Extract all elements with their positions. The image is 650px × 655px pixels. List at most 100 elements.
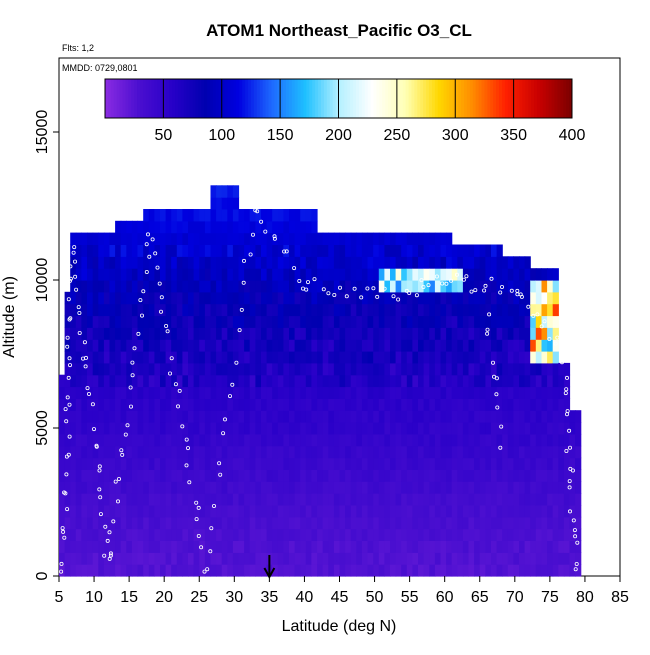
field-cell <box>317 351 324 364</box>
field-cell <box>519 256 526 269</box>
field-cell <box>569 410 576 423</box>
field-cell <box>103 552 111 565</box>
field-cell <box>401 410 408 423</box>
field-cell <box>232 197 240 210</box>
field-cell <box>221 422 228 435</box>
field-cell <box>462 291 470 305</box>
field-cell <box>406 445 413 459</box>
field-cell <box>378 445 385 459</box>
field-cell <box>429 433 436 447</box>
field-cell <box>558 493 565 506</box>
field-cell <box>373 445 380 459</box>
field-cell <box>317 528 324 541</box>
field-cell <box>300 268 307 281</box>
field-cell <box>283 268 290 281</box>
field-cell <box>216 303 223 317</box>
field-cell <box>479 528 486 541</box>
field-cell <box>64 516 71 530</box>
field-cell <box>541 315 548 328</box>
field-cell <box>513 564 520 577</box>
field-cell <box>322 493 329 506</box>
field-cell <box>339 386 346 399</box>
flight-point <box>199 545 204 550</box>
field-cell <box>199 351 206 364</box>
field-cell <box>109 457 116 470</box>
field-cell <box>457 445 464 459</box>
flight-point <box>119 448 124 453</box>
field-cell <box>154 386 161 399</box>
field-cell <box>182 232 189 245</box>
field-cell <box>541 362 548 376</box>
field-cell <box>120 540 127 553</box>
field-cell <box>350 433 357 447</box>
field-cell <box>547 410 554 423</box>
x-tick-label: 80 <box>576 589 594 606</box>
field-cell <box>216 493 223 506</box>
field-cell <box>345 244 352 257</box>
field-cell <box>412 516 419 530</box>
field-cell <box>300 481 307 494</box>
field-cell <box>188 220 195 234</box>
field-cell <box>519 564 526 577</box>
field-cell <box>317 422 324 435</box>
field-cell <box>255 244 262 257</box>
field-cell <box>109 505 116 518</box>
flight-point <box>139 313 144 318</box>
field-cell <box>188 516 195 530</box>
colorbar-swatch <box>516 79 520 118</box>
colorbar-swatch <box>499 79 503 118</box>
field-cell <box>479 445 486 459</box>
field-cell <box>485 303 492 317</box>
field-cell <box>462 256 470 269</box>
field-cell <box>227 362 234 376</box>
field-cell <box>171 327 178 340</box>
field-cell <box>98 505 105 518</box>
field-cell <box>165 315 172 328</box>
field-cell <box>210 256 217 269</box>
colorbar-swatch <box>350 79 354 118</box>
field-cell <box>440 469 447 482</box>
field-cell <box>272 220 279 234</box>
flight-point <box>61 529 66 534</box>
field-cell <box>120 398 127 411</box>
field-cell <box>266 268 273 281</box>
field-cell <box>266 327 273 340</box>
field-cell <box>232 552 240 565</box>
field-cell <box>345 327 352 340</box>
field-cell <box>384 410 391 423</box>
field-cell <box>367 291 374 305</box>
field-cell <box>199 303 206 317</box>
field-cell <box>143 457 150 470</box>
field-cell <box>300 315 307 328</box>
field-cell <box>137 564 144 577</box>
colorbar-swatch <box>233 79 237 118</box>
field-cell <box>412 398 419 411</box>
field-cell <box>238 386 245 399</box>
field-cell <box>210 540 217 553</box>
field-cell <box>221 244 228 257</box>
field-cell <box>524 374 531 388</box>
field-cell <box>502 469 509 482</box>
field-cell <box>160 445 167 459</box>
colorbar-swatch <box>542 79 547 118</box>
field-cell <box>305 564 312 577</box>
flight-point <box>125 423 130 428</box>
field-cell <box>227 398 234 411</box>
colorbar-swatch <box>469 79 474 118</box>
field-cell <box>485 244 492 257</box>
field-cell <box>165 493 172 506</box>
field-cell <box>165 291 172 305</box>
flight-point <box>159 295 164 300</box>
field-cell <box>535 386 542 399</box>
field-cell <box>457 351 464 364</box>
field-cell <box>120 493 127 506</box>
field-cell <box>328 422 335 435</box>
field-cell <box>266 303 273 317</box>
field-cell <box>87 398 94 411</box>
field-cell <box>569 505 576 518</box>
flight-point <box>563 391 568 396</box>
flight-point <box>227 394 232 399</box>
field-cell <box>462 481 470 494</box>
field-cell <box>165 516 172 530</box>
colorbar-swatch <box>332 79 337 118</box>
